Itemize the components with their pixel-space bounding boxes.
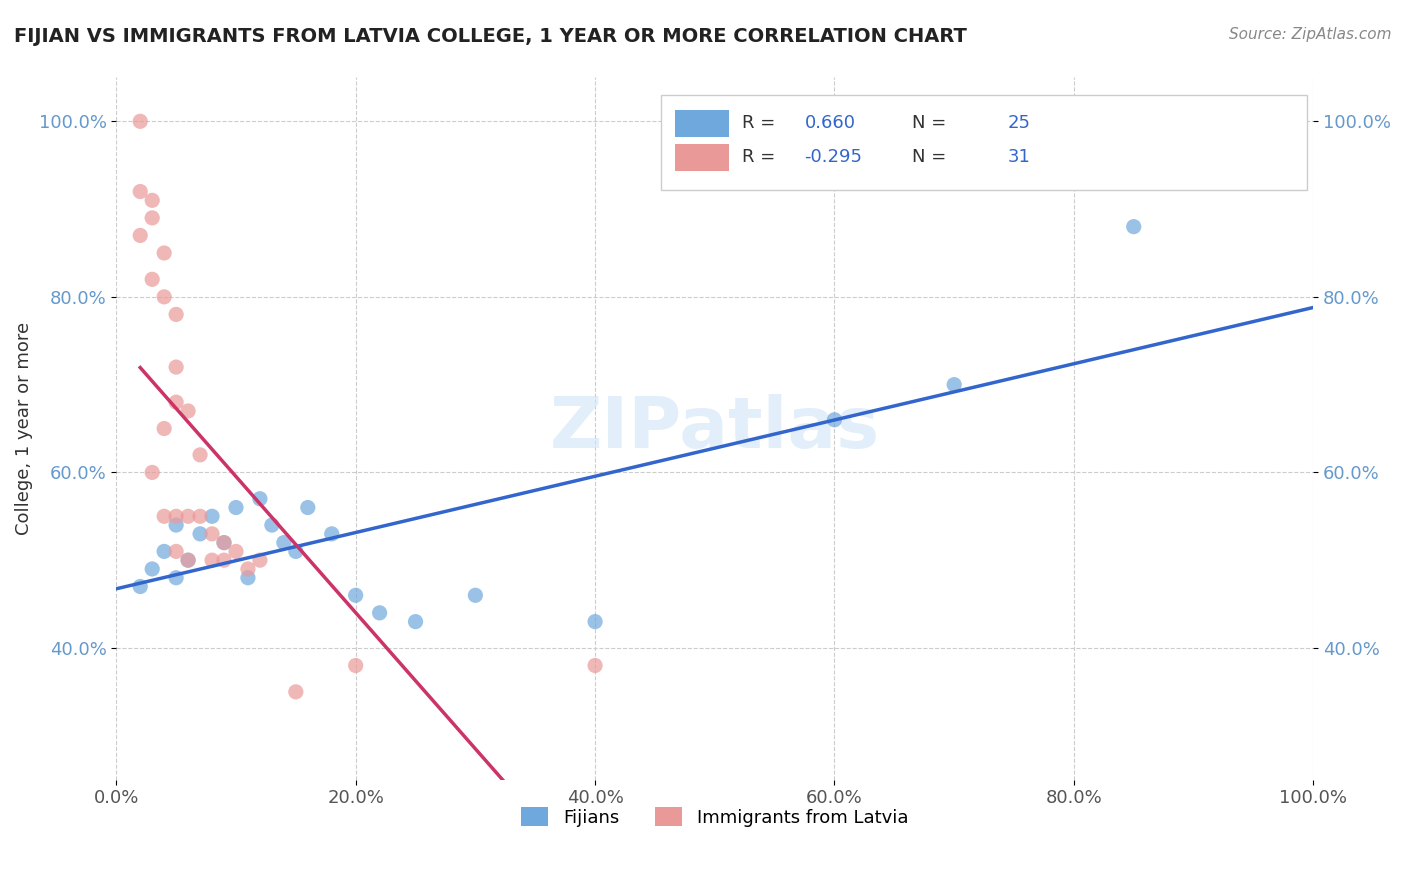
Point: [129, 580, 152, 594]
Point: [153, 544, 176, 558]
Point: [177, 404, 200, 418]
Point: [165, 307, 187, 321]
Point: [165, 544, 187, 558]
Text: R =: R =: [742, 114, 782, 132]
Text: 0.660: 0.660: [804, 114, 856, 132]
Bar: [675, 145, 730, 171]
Point: [273, 535, 295, 549]
FancyBboxPatch shape: [661, 95, 1308, 190]
Point: [141, 211, 163, 225]
Point: [141, 562, 163, 576]
Point: [165, 571, 187, 585]
Legend: Fijians, Immigrants from Latvia: Fijians, Immigrants from Latvia: [515, 800, 915, 834]
Point: [583, 658, 606, 673]
Point: [153, 290, 176, 304]
Point: [165, 509, 187, 524]
Point: [464, 588, 486, 602]
Point: [344, 588, 367, 602]
Point: [236, 562, 259, 576]
Point: [188, 526, 211, 541]
Point: [212, 553, 235, 567]
Point: [212, 535, 235, 549]
Point: [225, 500, 247, 515]
Point: [153, 421, 176, 435]
Point: [165, 395, 187, 409]
Point: [249, 491, 271, 506]
Text: Source: ZipAtlas.com: Source: ZipAtlas.com: [1229, 27, 1392, 42]
Point: [284, 685, 307, 699]
Text: ZIPatlas: ZIPatlas: [550, 394, 880, 463]
Text: R =: R =: [742, 148, 782, 166]
Point: [1122, 219, 1144, 234]
Point: [284, 544, 307, 558]
Y-axis label: College, 1 year or more: College, 1 year or more: [15, 322, 32, 535]
Point: [177, 553, 200, 567]
Point: [297, 500, 319, 515]
Point: [344, 658, 367, 673]
Point: [583, 615, 606, 629]
Text: 31: 31: [1008, 148, 1031, 166]
Point: [943, 377, 966, 392]
Point: [249, 553, 271, 567]
Text: -0.295: -0.295: [804, 148, 862, 166]
Point: [129, 114, 152, 128]
Point: [141, 466, 163, 480]
Bar: [675, 111, 730, 137]
Point: [177, 553, 200, 567]
Point: [201, 526, 224, 541]
Text: N =: N =: [912, 114, 952, 132]
Point: [153, 509, 176, 524]
Point: [141, 194, 163, 208]
Point: [368, 606, 391, 620]
Point: [188, 509, 211, 524]
Point: [405, 615, 427, 629]
Point: [225, 544, 247, 558]
Point: [212, 535, 235, 549]
Point: [165, 360, 187, 375]
Text: N =: N =: [912, 148, 952, 166]
Point: [236, 571, 259, 585]
Point: [165, 518, 187, 533]
Point: [824, 413, 846, 427]
Point: [129, 185, 152, 199]
Point: [201, 553, 224, 567]
Point: [153, 246, 176, 260]
Point: [188, 448, 211, 462]
Text: FIJIAN VS IMMIGRANTS FROM LATVIA COLLEGE, 1 YEAR OR MORE CORRELATION CHART: FIJIAN VS IMMIGRANTS FROM LATVIA COLLEGE…: [14, 27, 967, 45]
Text: 25: 25: [1008, 114, 1031, 132]
Point: [260, 518, 283, 533]
Point: [129, 228, 152, 243]
Point: [177, 509, 200, 524]
Point: [321, 526, 343, 541]
Point: [141, 272, 163, 286]
Point: [201, 509, 224, 524]
